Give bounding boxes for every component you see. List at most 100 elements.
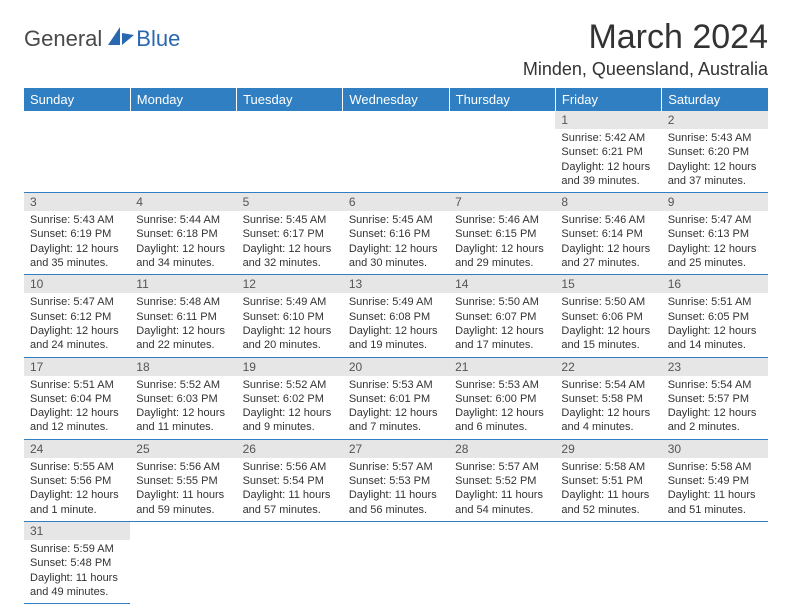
sail-icon bbox=[108, 27, 134, 52]
day-body: Sunrise: 5:48 AMSunset: 6:11 PMDaylight:… bbox=[130, 293, 236, 356]
calendar-cell: 18Sunrise: 5:52 AMSunset: 6:03 PMDayligh… bbox=[130, 357, 236, 439]
day-line: Daylight: 11 hours bbox=[668, 488, 762, 502]
day-line: Daylight: 12 hours bbox=[455, 242, 549, 256]
day-line: Sunset: 6:00 PM bbox=[455, 392, 549, 406]
day-number: 20 bbox=[343, 358, 449, 376]
day-line: Daylight: 12 hours bbox=[30, 242, 124, 256]
day-line: Sunrise: 5:49 AM bbox=[243, 295, 337, 309]
day-line: and 15 minutes. bbox=[561, 338, 655, 352]
day-line: Sunrise: 5:46 AM bbox=[455, 213, 549, 227]
day-line: Daylight: 11 hours bbox=[30, 571, 124, 585]
day-body: Sunrise: 5:51 AMSunset: 6:04 PMDaylight:… bbox=[24, 376, 130, 439]
day-line: Sunset: 5:48 PM bbox=[30, 556, 124, 570]
calendar-cell bbox=[343, 521, 449, 603]
day-line: Sunset: 6:15 PM bbox=[455, 227, 549, 241]
day-number: 13 bbox=[343, 275, 449, 293]
header: General Blue March 2024 Minden, Queensla… bbox=[24, 18, 768, 80]
day-line: and 51 minutes. bbox=[668, 503, 762, 517]
day-number: 6 bbox=[343, 193, 449, 211]
day-line: Sunset: 6:03 PM bbox=[136, 392, 230, 406]
day-line: Sunrise: 5:52 AM bbox=[136, 378, 230, 392]
day-line: Sunrise: 5:54 AM bbox=[561, 378, 655, 392]
calendar-row: 10Sunrise: 5:47 AMSunset: 6:12 PMDayligh… bbox=[24, 275, 768, 357]
day-number: 1 bbox=[555, 111, 661, 129]
day-line: Daylight: 12 hours bbox=[561, 160, 655, 174]
day-line: Daylight: 12 hours bbox=[561, 324, 655, 338]
calendar-cell: 5Sunrise: 5:45 AMSunset: 6:17 PMDaylight… bbox=[237, 193, 343, 275]
day-line: Daylight: 12 hours bbox=[349, 406, 443, 420]
col-saturday: Saturday bbox=[662, 88, 768, 111]
day-line: Sunrise: 5:58 AM bbox=[668, 460, 762, 474]
day-line: Sunrise: 5:57 AM bbox=[455, 460, 549, 474]
day-line: Sunrise: 5:55 AM bbox=[30, 460, 124, 474]
day-body: Sunrise: 5:56 AMSunset: 5:54 PMDaylight:… bbox=[237, 458, 343, 521]
calendar-cell: 28Sunrise: 5:57 AMSunset: 5:52 PMDayligh… bbox=[449, 439, 555, 521]
day-line: and 17 minutes. bbox=[455, 338, 549, 352]
day-body: Sunrise: 5:46 AMSunset: 6:14 PMDaylight:… bbox=[555, 211, 661, 274]
calendar-cell bbox=[130, 111, 236, 193]
day-number: 19 bbox=[237, 358, 343, 376]
day-line: Sunset: 6:12 PM bbox=[30, 310, 124, 324]
location: Minden, Queensland, Australia bbox=[523, 59, 768, 80]
calendar-cell bbox=[662, 521, 768, 603]
calendar-body: 1Sunrise: 5:42 AMSunset: 6:21 PMDaylight… bbox=[24, 111, 768, 604]
calendar-cell: 21Sunrise: 5:53 AMSunset: 6:00 PMDayligh… bbox=[449, 357, 555, 439]
day-line: and 56 minutes. bbox=[349, 503, 443, 517]
day-line: Daylight: 12 hours bbox=[668, 324, 762, 338]
calendar-table: Sunday Monday Tuesday Wednesday Thursday… bbox=[24, 88, 768, 604]
day-number: 5 bbox=[237, 193, 343, 211]
day-number: 3 bbox=[24, 193, 130, 211]
day-line: Daylight: 12 hours bbox=[349, 242, 443, 256]
calendar-cell bbox=[555, 521, 661, 603]
calendar-row: 3Sunrise: 5:43 AMSunset: 6:19 PMDaylight… bbox=[24, 193, 768, 275]
day-line: and 35 minutes. bbox=[30, 256, 124, 270]
day-line: Sunrise: 5:50 AM bbox=[455, 295, 549, 309]
day-line: Daylight: 11 hours bbox=[561, 488, 655, 502]
calendar-cell: 19Sunrise: 5:52 AMSunset: 6:02 PMDayligh… bbox=[237, 357, 343, 439]
day-line: Daylight: 12 hours bbox=[243, 406, 337, 420]
day-body: Sunrise: 5:53 AMSunset: 6:00 PMDaylight:… bbox=[449, 376, 555, 439]
day-body: Sunrise: 5:45 AMSunset: 6:16 PMDaylight:… bbox=[343, 211, 449, 274]
day-line: Sunset: 6:13 PM bbox=[668, 227, 762, 241]
calendar-cell: 15Sunrise: 5:50 AMSunset: 6:06 PMDayligh… bbox=[555, 275, 661, 357]
day-line: Daylight: 11 hours bbox=[455, 488, 549, 502]
day-line: Daylight: 12 hours bbox=[243, 242, 337, 256]
day-number: 21 bbox=[449, 358, 555, 376]
calendar-cell: 14Sunrise: 5:50 AMSunset: 6:07 PMDayligh… bbox=[449, 275, 555, 357]
day-line: and 52 minutes. bbox=[561, 503, 655, 517]
day-line: Sunset: 6:08 PM bbox=[349, 310, 443, 324]
day-number: 29 bbox=[555, 440, 661, 458]
day-body: Sunrise: 5:59 AMSunset: 5:48 PMDaylight:… bbox=[24, 540, 130, 603]
day-line: and 9 minutes. bbox=[243, 420, 337, 434]
day-number: 16 bbox=[662, 275, 768, 293]
day-body: Sunrise: 5:44 AMSunset: 6:18 PMDaylight:… bbox=[130, 211, 236, 274]
calendar-cell: 31Sunrise: 5:59 AMSunset: 5:48 PMDayligh… bbox=[24, 521, 130, 603]
day-line: and 4 minutes. bbox=[561, 420, 655, 434]
calendar-cell bbox=[237, 111, 343, 193]
day-line: Sunset: 6:02 PM bbox=[243, 392, 337, 406]
day-line: Sunset: 5:49 PM bbox=[668, 474, 762, 488]
day-line: and 32 minutes. bbox=[243, 256, 337, 270]
day-line: Sunrise: 5:51 AM bbox=[30, 378, 124, 392]
calendar-row: 24Sunrise: 5:55 AMSunset: 5:56 PMDayligh… bbox=[24, 439, 768, 521]
day-line: Daylight: 12 hours bbox=[30, 324, 124, 338]
day-line: Sunrise: 5:42 AM bbox=[561, 131, 655, 145]
day-line: Daylight: 12 hours bbox=[136, 406, 230, 420]
day-line: Sunset: 6:21 PM bbox=[561, 145, 655, 159]
day-line: Sunrise: 5:49 AM bbox=[349, 295, 443, 309]
day-number: 27 bbox=[343, 440, 449, 458]
calendar-row: 17Sunrise: 5:51 AMSunset: 6:04 PMDayligh… bbox=[24, 357, 768, 439]
day-line: Sunset: 6:19 PM bbox=[30, 227, 124, 241]
day-body: Sunrise: 5:50 AMSunset: 6:07 PMDaylight:… bbox=[449, 293, 555, 356]
calendar-cell: 26Sunrise: 5:56 AMSunset: 5:54 PMDayligh… bbox=[237, 439, 343, 521]
calendar-row: 31Sunrise: 5:59 AMSunset: 5:48 PMDayligh… bbox=[24, 521, 768, 603]
day-line: Sunrise: 5:57 AM bbox=[349, 460, 443, 474]
day-line: Sunset: 5:53 PM bbox=[349, 474, 443, 488]
day-number: 25 bbox=[130, 440, 236, 458]
day-number: 26 bbox=[237, 440, 343, 458]
day-line: and 22 minutes. bbox=[136, 338, 230, 352]
day-line: Sunset: 6:06 PM bbox=[561, 310, 655, 324]
day-line: Sunrise: 5:53 AM bbox=[455, 378, 549, 392]
day-line: Sunrise: 5:51 AM bbox=[668, 295, 762, 309]
day-line: Daylight: 12 hours bbox=[30, 488, 124, 502]
